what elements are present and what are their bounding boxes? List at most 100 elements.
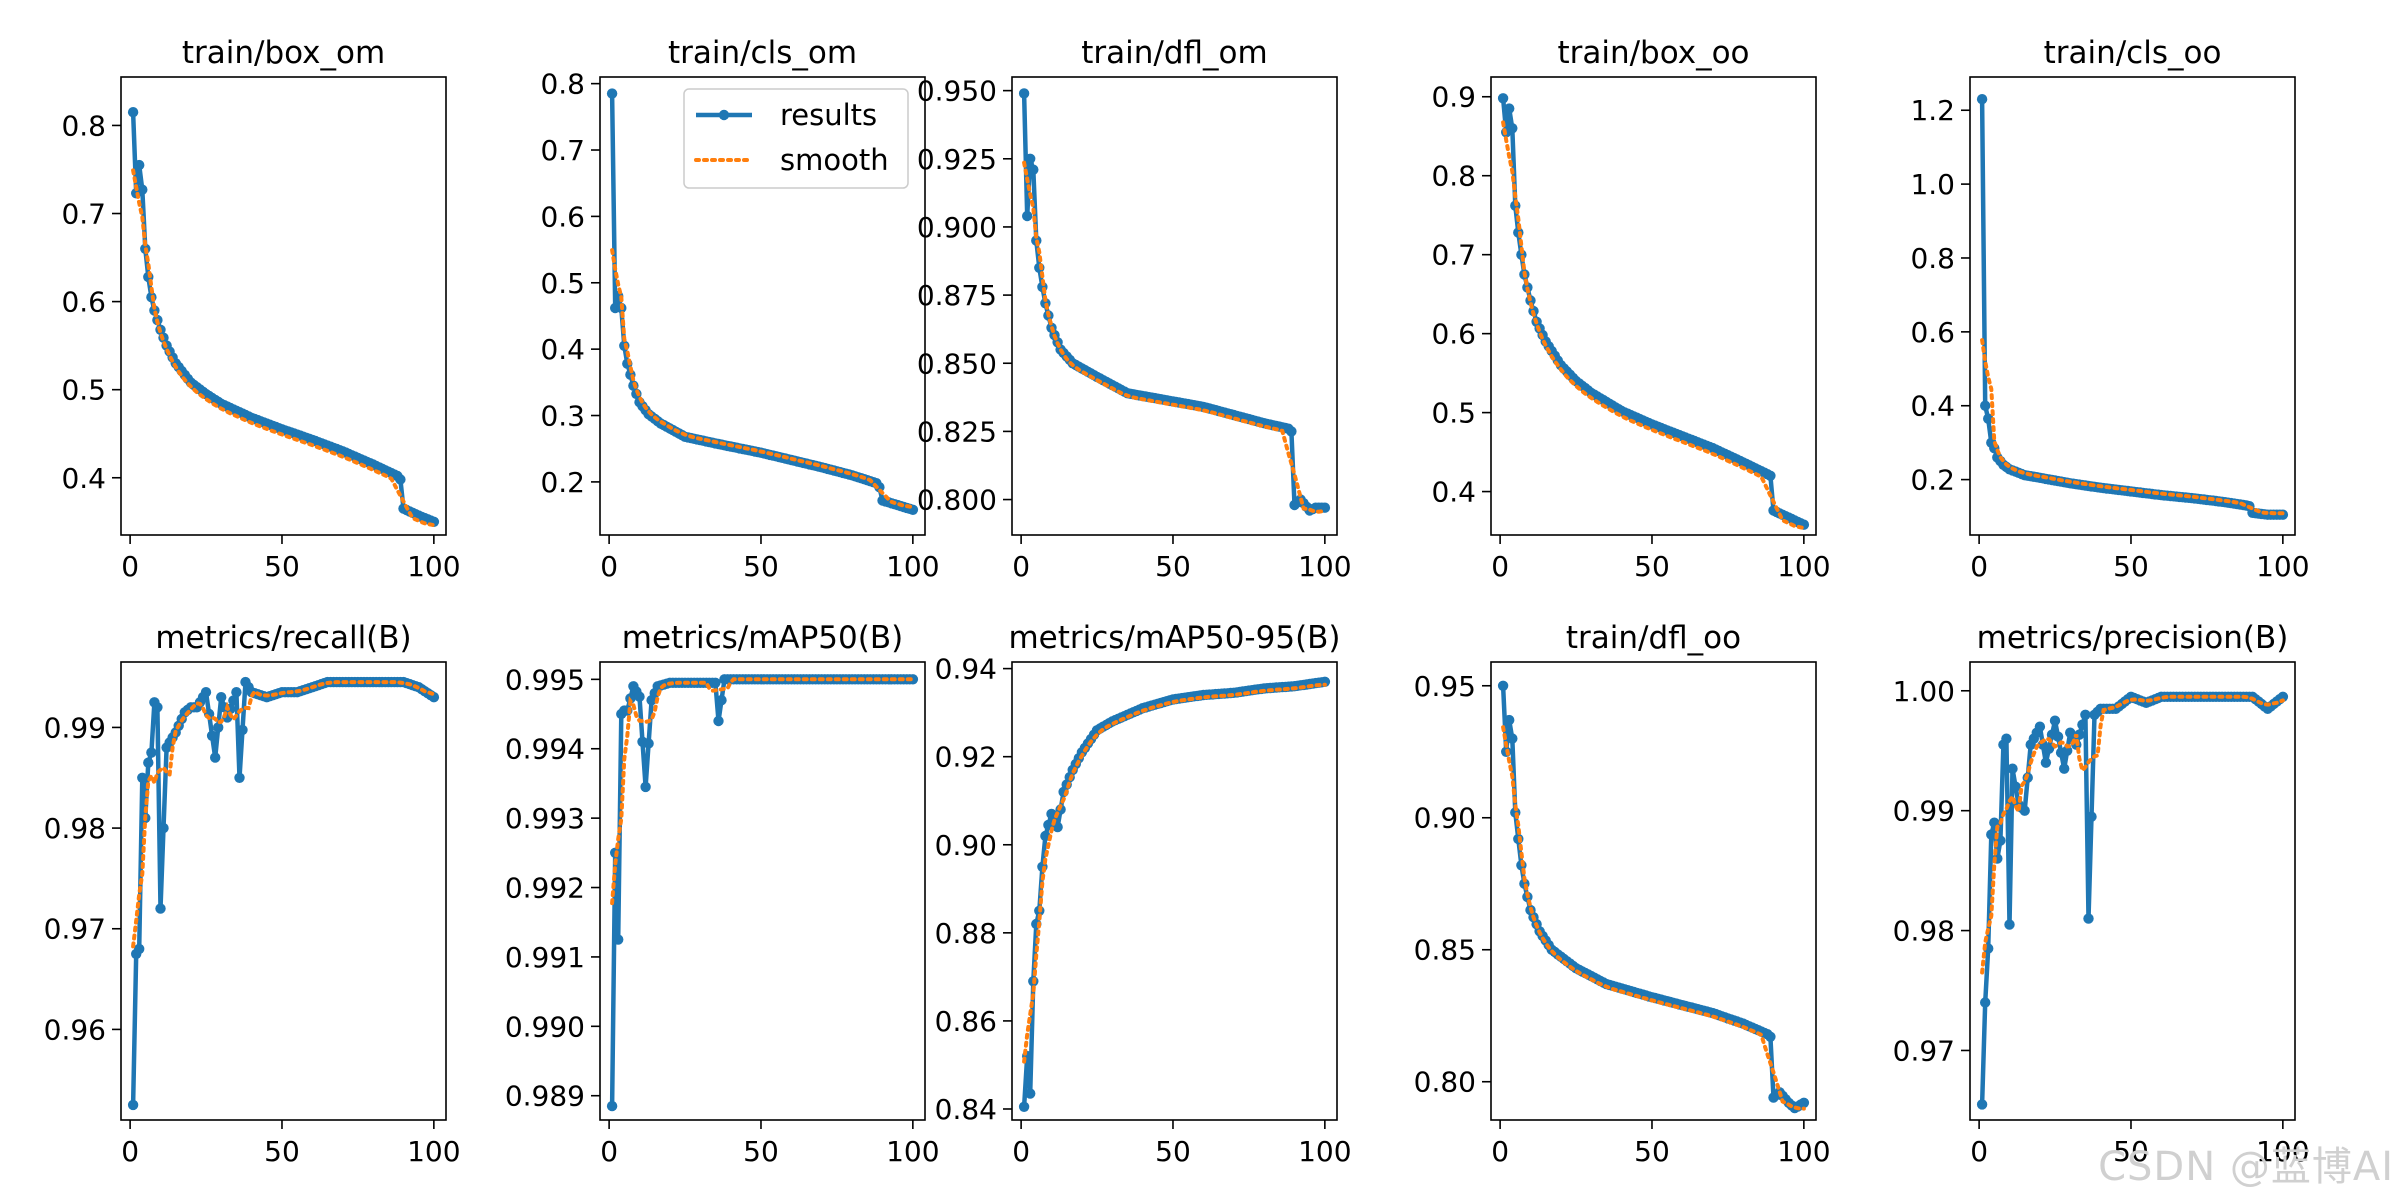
results-point bbox=[1028, 164, 1039, 175]
x-tick-label: 100 bbox=[1298, 1135, 1351, 1168]
results-line bbox=[130, 112, 435, 524]
x-tick-label: 50 bbox=[2113, 550, 2149, 583]
y-tick-label: 0.97 bbox=[44, 913, 106, 946]
y-tick-label: 0.8 bbox=[1431, 160, 1476, 193]
subplot-5: train/cls_oo 0 50 100 0.2 0.4 0.6 0.8 1.0 1.2 bbox=[1910, 35, 2309, 583]
subplot-title: metrics/precision(B) bbox=[1977, 620, 2289, 656]
results-point bbox=[134, 943, 145, 955]
y-tick-label: 0.7 bbox=[61, 198, 106, 231]
y-tick-label: 0.80 bbox=[1414, 1066, 1476, 1099]
results-point bbox=[2004, 919, 2015, 930]
smooth-line bbox=[1501, 725, 1806, 1111]
results-point bbox=[210, 752, 221, 763]
results-point bbox=[127, 107, 139, 118]
x-tick-label: 50 bbox=[1155, 1135, 1191, 1168]
results-line bbox=[1500, 685, 1806, 1111]
y-tick-label: 0.5 bbox=[61, 374, 106, 407]
y-tick-label: 0.6 bbox=[61, 286, 106, 319]
results-point bbox=[2052, 731, 2064, 742]
results-point bbox=[710, 677, 721, 688]
y-tick-label: 0.2 bbox=[1910, 464, 1955, 497]
y-tick-label: 0.850 bbox=[917, 347, 997, 380]
x-tick-label: 0 bbox=[1491, 550, 1509, 583]
results-point bbox=[231, 687, 242, 698]
y-tick-label: 0.8 bbox=[540, 68, 585, 101]
results-point bbox=[1504, 103, 1515, 114]
y-tick-label: 0.98 bbox=[1893, 915, 1955, 948]
subplot-frame bbox=[1490, 76, 1817, 536]
results-line bbox=[1021, 679, 1326, 1107]
results-point bbox=[1018, 1101, 1030, 1113]
results-point bbox=[2049, 715, 2061, 726]
y-tick-label: 0.5 bbox=[1431, 397, 1476, 430]
x-tick-label: 100 bbox=[1777, 550, 1830, 583]
subplot-title: train/dfl_om bbox=[1081, 35, 1267, 71]
results-point bbox=[1507, 123, 1518, 134]
results-point bbox=[206, 730, 218, 741]
y-tick-label: 0.993 bbox=[505, 802, 585, 835]
x-tick-label: 100 bbox=[2256, 550, 2309, 583]
subplot-frame bbox=[1011, 76, 1338, 536]
results-point bbox=[1286, 426, 1297, 437]
results-point bbox=[907, 674, 919, 685]
y-tick-label: 0.7 bbox=[540, 134, 585, 167]
results-point bbox=[2010, 781, 2021, 792]
results-point bbox=[643, 738, 654, 749]
subplot-title: metrics/mAP50(B) bbox=[622, 620, 903, 656]
results-point bbox=[634, 691, 645, 702]
results-point bbox=[1798, 1097, 1810, 1109]
x-tick-label: 50 bbox=[264, 1135, 300, 1168]
results-point bbox=[216, 692, 227, 703]
results-point bbox=[1983, 413, 1994, 424]
results-point bbox=[2043, 743, 2055, 754]
results-point bbox=[1021, 210, 1033, 222]
results-point bbox=[1025, 1088, 1036, 1099]
results-point bbox=[146, 747, 157, 758]
legend-results-marker bbox=[718, 109, 730, 121]
y-tick-label: 0.4 bbox=[61, 462, 106, 495]
results-point bbox=[1765, 1031, 1776, 1043]
y-tick-label: 0.992 bbox=[505, 872, 585, 905]
subplot-frame bbox=[120, 661, 447, 1121]
smooth-line bbox=[610, 677, 915, 906]
subplot-title: train/cls_om bbox=[668, 35, 857, 71]
subplot-title: train/dfl_oo bbox=[1566, 620, 1741, 656]
subplot-frame bbox=[599, 661, 926, 1121]
y-tick-label: 0.990 bbox=[505, 1010, 585, 1043]
results-point bbox=[1976, 94, 1988, 105]
results-point bbox=[237, 724, 248, 736]
y-tick-label: 0.4 bbox=[1431, 476, 1476, 509]
results-point bbox=[2080, 709, 2091, 720]
y-tick-label: 1.0 bbox=[1910, 168, 1955, 201]
smooth-line bbox=[1980, 694, 2285, 975]
y-tick-label: 0.90 bbox=[1414, 802, 1476, 835]
subplot-10: metrics/precision(B) 0 50 100 0.97 0.98 0.99 1.… bbox=[1893, 620, 2310, 1168]
y-tick-label: 0.950 bbox=[917, 75, 997, 108]
y-tick-label: 0.925 bbox=[917, 143, 997, 176]
results-point bbox=[137, 184, 148, 195]
x-tick-label: 50 bbox=[743, 550, 779, 583]
y-tick-label: 0.85 bbox=[1414, 934, 1476, 967]
y-tick-label: 0.9 bbox=[1431, 81, 1476, 114]
y-tick-label: 0.800 bbox=[917, 484, 997, 517]
y-tick-label: 0.991 bbox=[505, 941, 585, 974]
x-tick-label: 50 bbox=[264, 550, 300, 583]
y-tick-label: 0.8 bbox=[61, 109, 106, 142]
results-point bbox=[2077, 719, 2088, 730]
results-point bbox=[1507, 733, 1518, 744]
subplot-2: train/cls_om 0 50 100 0.2 0.3 0.4 0.5 0.6 0.7 0.8 r… bbox=[540, 35, 939, 583]
x-tick-label: 100 bbox=[407, 550, 460, 583]
y-tick-label: 0.86 bbox=[935, 1005, 997, 1038]
y-tick-label: 0.94 bbox=[935, 653, 997, 686]
subplot-9: train/dfl_oo 0 50 100 0.80 0.85 0.90 0.95 bbox=[1414, 620, 1831, 1168]
results-point bbox=[1497, 680, 1509, 691]
results-point bbox=[143, 757, 154, 768]
results-point bbox=[1976, 1099, 1988, 1110]
y-tick-label: 0.6 bbox=[1910, 316, 1955, 349]
x-tick-label: 0 bbox=[121, 1135, 139, 1168]
y-tick-label: 0.97 bbox=[1893, 1034, 1955, 1067]
subplot-frame bbox=[1011, 661, 1338, 1121]
results-line bbox=[130, 679, 436, 1105]
results-line bbox=[1500, 98, 1805, 527]
